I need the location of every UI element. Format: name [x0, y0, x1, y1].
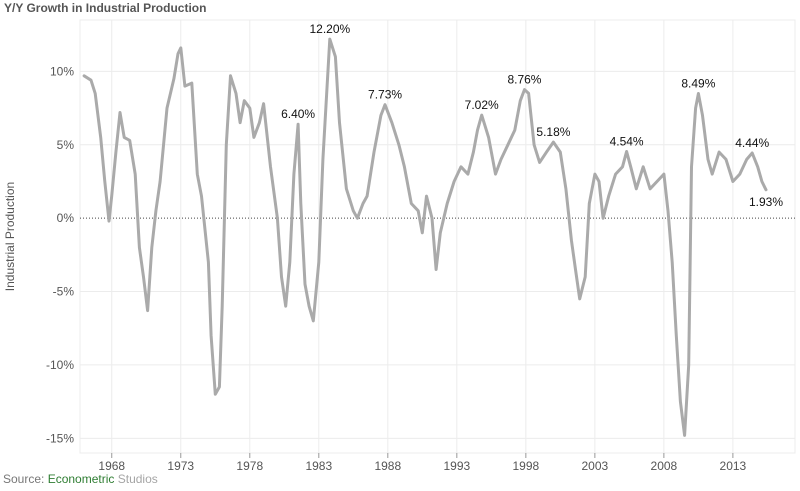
- x-tick-label: 1983: [305, 459, 332, 473]
- x-tick-label: 1973: [167, 459, 194, 473]
- data-label: 5.18%: [536, 125, 570, 139]
- series-layer: [82, 37, 768, 437]
- source-brand-econometric[interactable]: Econometric: [47, 472, 115, 486]
- x-tick-label: 1968: [98, 459, 125, 473]
- data-label: 7.73%: [368, 88, 402, 102]
- data-labels: 6.40% 12.20% 7.73% 7.02% 8.76% 5.18% 4.54% 8.49…: [281, 22, 783, 209]
- chart-title: Y/Y Growth in Industrial Production: [4, 1, 207, 15]
- x-tick-label: 2008: [651, 459, 678, 473]
- y-tick-label: -15%: [46, 431, 74, 445]
- y-tick-label: 10%: [50, 64, 74, 78]
- series-line: [82, 37, 768, 437]
- y-tick-label: 5%: [57, 138, 75, 152]
- data-label: 1.93%: [749, 195, 783, 209]
- data-label: 8.76%: [507, 73, 541, 87]
- gridlines: [79, 19, 796, 454]
- data-label: 4.54%: [610, 135, 644, 149]
- source-brand-studios[interactable]: Studios: [114, 472, 158, 486]
- x-tick-label: 2003: [582, 459, 609, 473]
- data-label: 8.49%: [681, 77, 715, 91]
- x-tick-label: 1978: [236, 459, 263, 473]
- data-label: 4.44%: [735, 136, 769, 150]
- plot-frame: [79, 19, 796, 454]
- y-tick-label: -10%: [46, 358, 74, 372]
- x-tick-label: 1988: [374, 459, 401, 473]
- y-tick-label: -5%: [53, 285, 75, 299]
- source-credit: Source: Econometric Studios: [3, 472, 158, 486]
- data-label: 7.02%: [465, 98, 499, 112]
- x-tick-label: 2013: [720, 459, 747, 473]
- y-axis-label: Industrial Production: [3, 182, 17, 291]
- x-tick-label: 1993: [443, 459, 470, 473]
- source-prefix: Source:: [3, 472, 48, 486]
- x-axis-tick-labels: 1968 1973 1978 1983 1988 1993 1998 2003 2008 2013: [98, 453, 747, 473]
- x-tick-label: 1998: [512, 459, 539, 473]
- y-tick-label: 0%: [57, 211, 75, 225]
- data-label: 6.40%: [281, 107, 315, 121]
- data-label: 12.20%: [309, 22, 350, 36]
- y-axis-tick-labels: 10% 5% 0% -5% -10% -15%: [46, 64, 74, 445]
